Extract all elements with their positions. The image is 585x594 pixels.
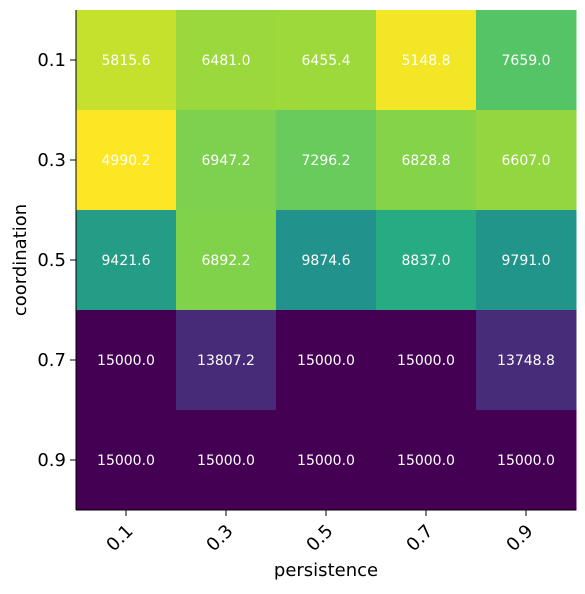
- heatmap-cell: [76, 110, 177, 211]
- x-tick-label: 0.9: [502, 521, 537, 556]
- heatmap-cell: [176, 410, 277, 511]
- heatmap-cell: [376, 110, 477, 211]
- cell-value-label: 6455.4: [302, 53, 351, 69]
- cell-value-label: 4990.2: [102, 153, 151, 169]
- heatmap-cell: [376, 210, 477, 311]
- x-tick-label: 0.5: [302, 521, 337, 556]
- x-tick-label: 0.3: [202, 521, 237, 556]
- heatmap-cell: [276, 310, 377, 411]
- cell-value-labels: 5815.6 6481.0 6455.4 5148.8 7659.0 4990.2 6947…: [97, 53, 555, 469]
- x-tick-label: 0.7: [402, 521, 437, 556]
- heatmap-cell: [276, 210, 377, 311]
- x-tick-label: 0.1: [102, 521, 137, 556]
- heatmap-cell: [76, 210, 177, 311]
- heatmap-cell: [376, 310, 477, 411]
- cell-value-label: 6828.8: [402, 153, 451, 169]
- heatmap-cell: [176, 310, 277, 411]
- cell-value-label: 15000.0: [297, 353, 355, 369]
- heatmap-cell: [276, 110, 377, 211]
- cell-value-label: 9874.6: [302, 253, 351, 269]
- cell-value-label: 15000.0: [197, 453, 255, 469]
- x-axis-label: persistence: [274, 560, 378, 581]
- cell-value-label: 13807.2: [197, 353, 255, 369]
- cell-value-label: 15000.0: [297, 453, 355, 469]
- heatmap-cell: [276, 410, 377, 511]
- cell-value-label: 7296.2: [302, 153, 351, 169]
- heatmap-cell: [176, 110, 277, 211]
- cell-value-label: 15000.0: [497, 453, 555, 469]
- cell-value-label: 13748.8: [497, 353, 555, 369]
- cell-value-label: 5815.6: [102, 53, 151, 69]
- y-tick-label: 0.5: [37, 250, 66, 271]
- cell-value-label: 6892.2: [202, 253, 251, 269]
- y-tick-label: 0.9: [37, 450, 66, 471]
- heatmap-cell: [476, 110, 577, 211]
- cell-value-label: 6947.2: [202, 153, 251, 169]
- heatmap-cell: [476, 10, 577, 111]
- heatmap-cell: [376, 410, 477, 511]
- heatmap-cell: [276, 10, 377, 111]
- heatmap-cell: [76, 310, 177, 411]
- y-axis-label: coordination: [10, 204, 31, 316]
- cell-value-label: 8837.0: [402, 253, 451, 269]
- heatmap-cell: [476, 410, 577, 511]
- heatmap-cell: [176, 10, 277, 111]
- cell-value-label: 5148.8: [402, 53, 451, 69]
- cell-value-label: 6481.0: [202, 53, 251, 69]
- y-tick-label: 0.7: [37, 350, 66, 371]
- heatmap-cell: [76, 410, 177, 511]
- heatmap-cell: [476, 310, 577, 411]
- cell-value-label: 6607.0: [502, 153, 551, 169]
- cell-value-label: 15000.0: [97, 353, 155, 369]
- cell-value-label: 9791.0: [502, 253, 551, 269]
- cell-value-label: 9421.6: [102, 253, 151, 269]
- heatmap-cell: [176, 210, 277, 311]
- cell-value-label: 15000.0: [397, 453, 455, 469]
- heatmap-cell: [76, 10, 177, 111]
- heatmap-cell: [376, 10, 477, 111]
- cell-value-label: 15000.0: [97, 453, 155, 469]
- heatmap-cells: [76, 10, 577, 511]
- heatmap-cell: [476, 210, 577, 311]
- cell-value-label: 7659.0: [502, 53, 551, 69]
- y-tick-label: 0.3: [37, 150, 66, 171]
- cell-value-label: 15000.0: [397, 353, 455, 369]
- y-tick-label: 0.1: [37, 50, 66, 71]
